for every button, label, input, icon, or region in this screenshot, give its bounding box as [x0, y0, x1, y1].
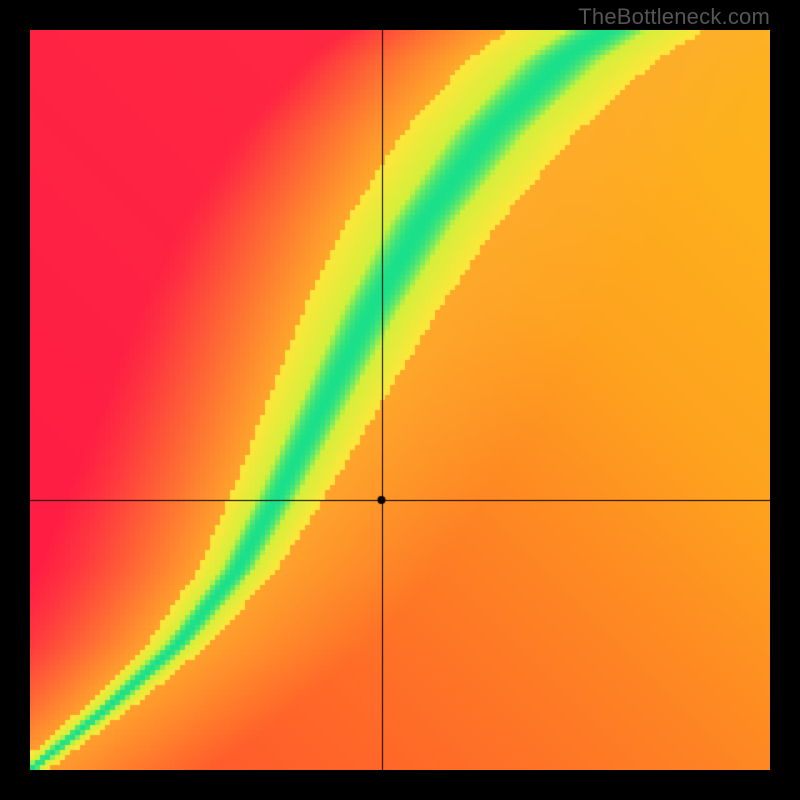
- bottleneck-heatmap: [30, 30, 770, 770]
- watermark-text: TheBottleneck.com: [578, 4, 770, 30]
